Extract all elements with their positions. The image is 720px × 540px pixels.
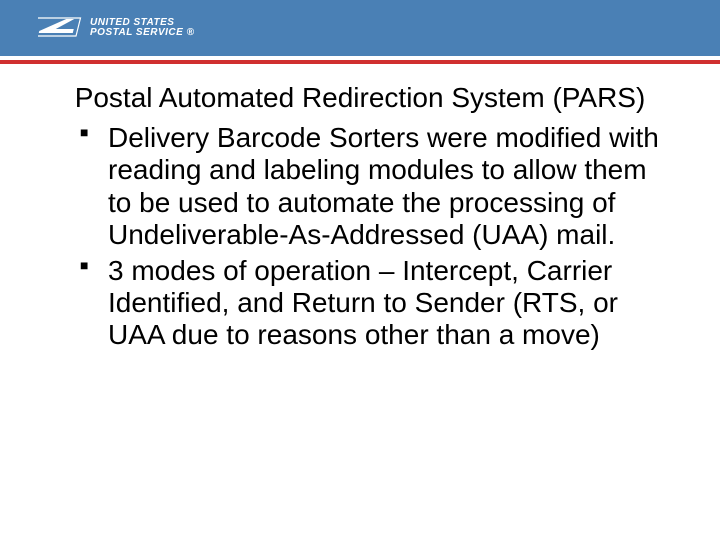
slide: UNITED STATES POSTAL SERVICE ® Postal Au… — [0, 0, 720, 540]
eagle-icon — [38, 12, 82, 45]
content-area: Postal Automated Redirection System (PAR… — [0, 64, 720, 352]
list-item: 3 modes of operation – Intercept, Carrie… — [80, 255, 670, 352]
logo-line2: POSTAL SERVICE ® — [90, 28, 194, 39]
header-bar: UNITED STATES POSTAL SERVICE ® — [0, 0, 720, 56]
list-item: Delivery Barcode Sorters were modified w… — [80, 122, 670, 251]
usps-logo: UNITED STATES POSTAL SERVICE ® — [38, 12, 194, 45]
slide-title: Postal Automated Redirection System (PAR… — [50, 82, 670, 114]
logo-text: UNITED STATES POSTAL SERVICE ® — [90, 18, 194, 39]
bullet-list: Delivery Barcode Sorters were modified w… — [80, 122, 670, 351]
